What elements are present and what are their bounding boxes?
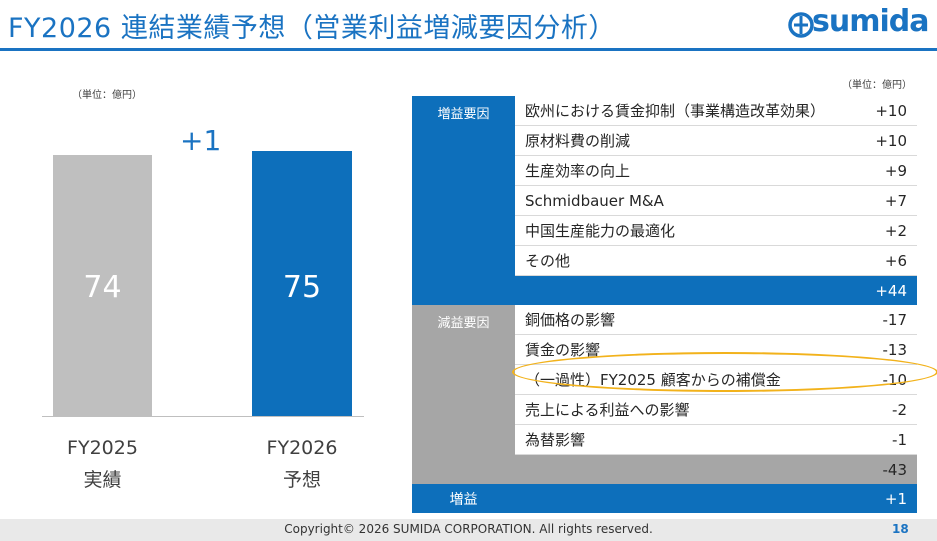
category-decrease: 減益要因 [412, 305, 515, 455]
highlight-ellipse [512, 352, 937, 392]
factor-value: +6 [827, 245, 917, 276]
subtotal-row-increase: +44 [412, 275, 917, 305]
bar-fy2026: 75 [252, 151, 352, 416]
factor-label: 銅価格の影響 [515, 305, 827, 335]
subtotal-value: -43 [412, 454, 917, 484]
subtotal-row-decrease: -43 [412, 454, 917, 484]
factor-value: +10 [827, 125, 917, 156]
factor-label: その他 [515, 245, 827, 276]
subtotal-value: +44 [412, 275, 917, 305]
factor-value: -1 [827, 424, 917, 455]
table-row: 売上による利益への影響 -2 [412, 394, 917, 425]
table-row: 増益要因 欧州における賃金抑制（事業構造改革効果） +10 [412, 96, 917, 276]
table-row: 原材料費の削減 +10 [412, 125, 917, 156]
factor-value: -17 [827, 305, 917, 335]
bar-value-label: 75 [282, 270, 322, 305]
bar-value-label: 74 [83, 270, 122, 305]
factor-label: 中国生産能力の最適化 [515, 215, 827, 246]
page-title: FY2026 連結業績予想（営業利益増減要因分析） [8, 13, 616, 44]
table-row: 中国生産能力の最適化 +2 [412, 215, 917, 246]
factor-value: +7 [827, 185, 917, 216]
chart-unit-label: （単位：億円） [72, 90, 142, 101]
table-row: 為替影響 -1 [412, 424, 917, 455]
total-value: +1 [827, 484, 917, 513]
logo-text: sumida [812, 4, 929, 39]
delta-label: +1 [180, 124, 222, 157]
chart-baseline [42, 416, 364, 417]
table-row: Schmidbauer M&A +7 [412, 185, 917, 216]
total-label: 増益 [412, 484, 515, 513]
factor-table: 増益要因 欧州における賃金抑制（事業構造改革効果） +10 原材料費の削減 +1… [412, 96, 917, 513]
factor-label: 売上による利益への影響 [515, 394, 827, 425]
page-number: 18 [892, 522, 909, 536]
factor-value: -2 [827, 394, 917, 425]
footer-bar [0, 519, 937, 541]
category-increase: 増益要因 [412, 96, 515, 276]
x-label-fy2025: FY2025 実績 [53, 432, 152, 496]
factor-label: 生産効率の向上 [515, 155, 827, 186]
x-label-type: 実績 [83, 469, 122, 491]
table-row: その他 +6 [412, 245, 917, 276]
logo-mark-icon [788, 12, 814, 38]
table-unit-label: （単位：億円） [842, 80, 912, 91]
x-label-year: FY2025 [67, 437, 138, 459]
title-underline [0, 48, 937, 51]
x-label-year: FY2026 [266, 437, 338, 459]
factor-value: +10 [827, 96, 917, 126]
factor-value: +2 [827, 215, 917, 246]
total-row: 増益 +1 [412, 484, 917, 513]
factor-label: 原材料費の削減 [515, 125, 827, 156]
sumida-logo: sumida [788, 4, 930, 42]
table-row: 減益要因 銅価格の影響 -17 [412, 305, 917, 455]
table-row: 生産効率の向上 +9 [412, 155, 917, 186]
x-label-fy2026: FY2026 予想 [252, 432, 352, 496]
factor-label: Schmidbauer M&A [515, 185, 827, 216]
copyright-text: Copyright© 2026 SUMIDA CORPORATION. All … [284, 522, 653, 536]
factor-label: 為替影響 [515, 424, 827, 455]
factor-value: +9 [827, 155, 917, 186]
factor-label: 欧州における賃金抑制（事業構造改革効果） [515, 96, 827, 126]
x-label-type: 予想 [282, 469, 321, 491]
bar-fy2025: 74 [53, 155, 152, 416]
